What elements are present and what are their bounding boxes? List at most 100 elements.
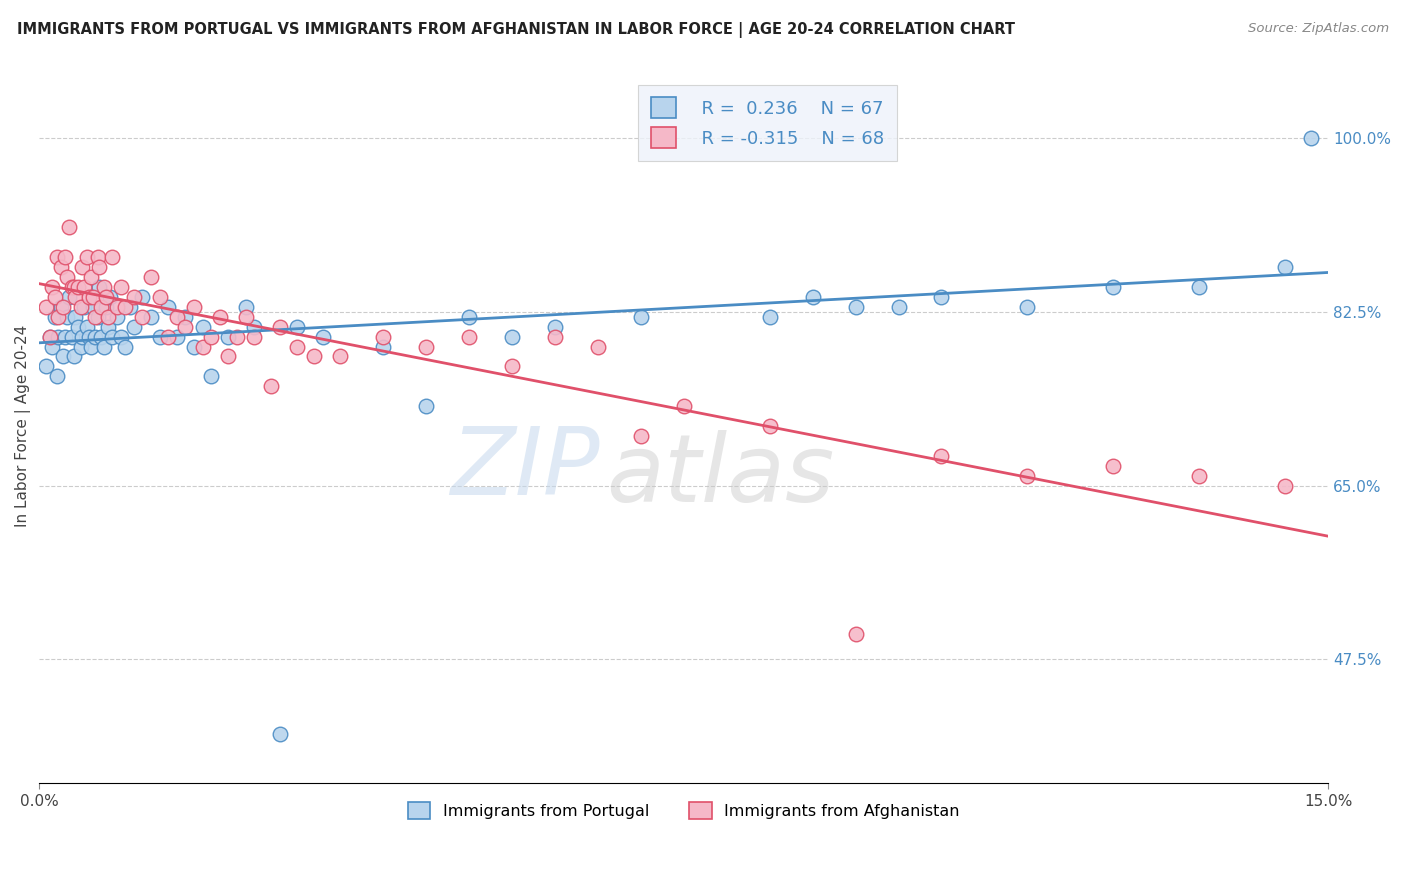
Point bbox=[76, 319, 98, 334]
Point bbox=[931, 290, 953, 304]
Point bbox=[501, 329, 523, 343]
Point bbox=[174, 310, 197, 324]
Point bbox=[458, 310, 481, 324]
Point bbox=[1188, 280, 1211, 294]
Point bbox=[183, 300, 205, 314]
Point bbox=[80, 270, 103, 285]
Point bbox=[46, 310, 69, 324]
Point bbox=[35, 300, 58, 314]
Legend: Immigrants from Portugal, Immigrants from Afghanistan: Immigrants from Portugal, Immigrants fro… bbox=[401, 796, 966, 825]
Point bbox=[630, 429, 652, 443]
Point bbox=[62, 280, 84, 294]
Point bbox=[586, 339, 609, 353]
Point bbox=[41, 280, 63, 294]
Point bbox=[101, 329, 124, 343]
Point bbox=[96, 290, 118, 304]
Point bbox=[87, 250, 110, 264]
Point bbox=[139, 270, 162, 285]
Point bbox=[44, 310, 66, 324]
Point bbox=[758, 419, 780, 434]
Point bbox=[114, 300, 136, 314]
Point bbox=[544, 329, 567, 343]
Text: ZIP: ZIP bbox=[450, 424, 600, 515]
Point bbox=[110, 329, 132, 343]
Point bbox=[801, 290, 824, 304]
Text: atlas: atlas bbox=[606, 431, 835, 522]
Point bbox=[41, 339, 63, 353]
Point bbox=[90, 300, 112, 314]
Point bbox=[122, 319, 145, 334]
Point bbox=[52, 300, 75, 314]
Point bbox=[49, 300, 72, 314]
Point bbox=[77, 290, 100, 304]
Point bbox=[110, 280, 132, 294]
Point bbox=[66, 280, 89, 294]
Text: IMMIGRANTS FROM PORTUGAL VS IMMIGRANTS FROM AFGHANISTAN IN LABOR FORCE | AGE 20-: IMMIGRANTS FROM PORTUGAL VS IMMIGRANTS F… bbox=[17, 22, 1015, 38]
Point bbox=[96, 300, 118, 314]
Point bbox=[269, 727, 291, 741]
Point bbox=[82, 290, 104, 304]
Point bbox=[1017, 300, 1039, 314]
Point bbox=[200, 329, 222, 343]
Point bbox=[84, 329, 107, 343]
Point bbox=[235, 300, 257, 314]
Point bbox=[217, 329, 239, 343]
Point bbox=[58, 290, 80, 304]
Point bbox=[243, 329, 266, 343]
Point bbox=[65, 310, 87, 324]
Point bbox=[371, 339, 394, 353]
Point bbox=[118, 300, 141, 314]
Point bbox=[38, 329, 60, 343]
Point bbox=[114, 339, 136, 353]
Point bbox=[149, 290, 172, 304]
Point bbox=[544, 319, 567, 334]
Point bbox=[56, 270, 79, 285]
Point bbox=[89, 280, 111, 294]
Point bbox=[329, 350, 352, 364]
Point bbox=[105, 310, 128, 324]
Point bbox=[269, 319, 291, 334]
Point bbox=[304, 350, 326, 364]
Point bbox=[45, 369, 67, 384]
Point bbox=[845, 300, 868, 314]
Point bbox=[56, 310, 79, 324]
Y-axis label: In Labor Force | Age 20-24: In Labor Force | Age 20-24 bbox=[15, 325, 31, 527]
Point bbox=[73, 300, 96, 314]
Point bbox=[226, 329, 249, 343]
Point bbox=[69, 300, 91, 314]
Point bbox=[69, 339, 91, 353]
Point bbox=[1274, 260, 1296, 274]
Point bbox=[191, 339, 214, 353]
Point bbox=[174, 319, 197, 334]
Point bbox=[72, 329, 94, 343]
Point bbox=[52, 350, 75, 364]
Point bbox=[415, 399, 437, 413]
Point bbox=[285, 339, 308, 353]
Point bbox=[93, 280, 115, 294]
Point bbox=[46, 329, 69, 343]
Point bbox=[139, 310, 162, 324]
Point bbox=[38, 329, 60, 343]
Point bbox=[1299, 131, 1322, 145]
Point bbox=[166, 329, 188, 343]
Point bbox=[35, 359, 58, 374]
Point bbox=[53, 329, 76, 343]
Point bbox=[131, 310, 153, 324]
Point bbox=[60, 329, 83, 343]
Point bbox=[53, 250, 76, 264]
Point bbox=[887, 300, 910, 314]
Point bbox=[76, 250, 98, 264]
Point bbox=[131, 290, 153, 304]
Point bbox=[49, 260, 72, 274]
Point bbox=[122, 290, 145, 304]
Point bbox=[243, 319, 266, 334]
Point bbox=[458, 329, 481, 343]
Point bbox=[101, 250, 124, 264]
Point bbox=[235, 310, 257, 324]
Point bbox=[84, 310, 107, 324]
Point bbox=[105, 300, 128, 314]
Point bbox=[931, 449, 953, 463]
Point bbox=[415, 339, 437, 353]
Point bbox=[157, 329, 180, 343]
Point bbox=[1017, 468, 1039, 483]
